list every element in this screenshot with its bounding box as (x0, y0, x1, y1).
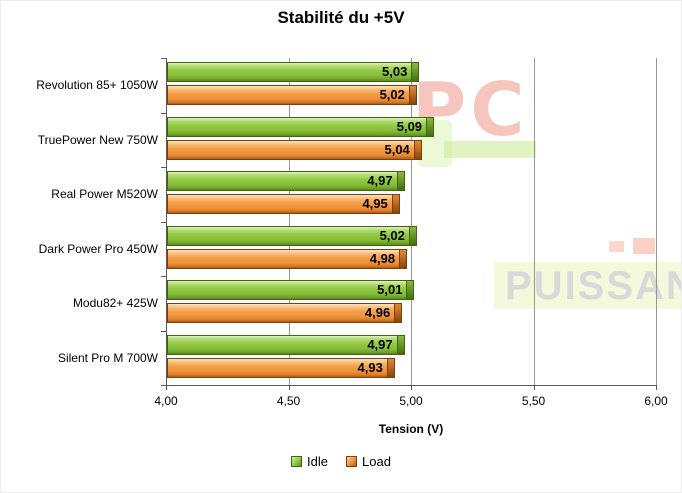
gridline (288, 58, 290, 385)
x-tick-label: 4,50 (276, 394, 301, 408)
bar-idle: 4,97 (167, 334, 405, 355)
chart-title: Stabilité du +5V (277, 8, 405, 27)
value-label: 5,03 (382, 64, 408, 79)
plot-area: Revolution 85+ 1050W 5,03 5,02 TruePower Ne… (36, 58, 657, 390)
category-axis-tick (161, 58, 167, 59)
category-label: Revolution 85+ 1050W (36, 78, 158, 93)
legend-swatch-idle-icon (291, 456, 303, 467)
bar-row: Modu82+ 425W 5,01 4,96 (73, 276, 657, 331)
value-label: 4,98 (369, 250, 396, 266)
bar-load: 4,96 (167, 303, 403, 323)
gridline (533, 58, 535, 385)
category-axis-tick (161, 112, 167, 114)
value-label: 4,93 (357, 359, 383, 375)
category-label: TruePower New 750W (37, 132, 158, 147)
bar-row: Dark Power Pro 450W 5,02 4,98 (39, 222, 657, 277)
category-axis-tick (161, 167, 167, 168)
legend-item-idle: Idle (291, 454, 328, 469)
bar-idle: 4,97 (167, 171, 405, 191)
value-label: 4,96 (364, 305, 391, 320)
x-axis-tick (533, 386, 535, 390)
x-tick-label: 5,50 (521, 394, 546, 408)
gridline (411, 58, 412, 385)
legend-label: Idle (307, 454, 329, 469)
value-label: 5,02 (379, 227, 405, 243)
x-axis: 4,00 4,50 5,00 5,50 6,00 (154, 394, 667, 410)
category-axis-tick (161, 276, 167, 277)
category-label: Modu82+ 425W (72, 296, 158, 311)
category-axis-tick (161, 330, 167, 332)
bar-row: TruePower New 750W 5,09 5,04 (38, 113, 657, 168)
value-label: 4,95 (362, 196, 388, 211)
bar-load: 4,95 (167, 194, 400, 214)
bar-row: Silent Pro M 700W 4,97 4,93 (58, 331, 657, 386)
category-label: Dark Power Pro 450W (38, 241, 158, 256)
bar-load: 5,04 (167, 139, 422, 160)
bar-load: 4,93 (167, 357, 395, 378)
gridline (656, 58, 657, 385)
value-label: 4,97 (367, 336, 393, 352)
value-label: 4,97 (367, 173, 393, 188)
bar-idle: 5,01 (167, 280, 415, 300)
legend-swatch-load-icon (346, 456, 358, 467)
x-tick-label: 5,00 (399, 394, 423, 408)
x-axis-tick (288, 386, 290, 390)
category-label: Silent Pro M 700W (57, 350, 158, 365)
bar-idle: 5,02 (167, 225, 417, 246)
x-axis-tick (411, 386, 412, 390)
bar-load: 4,98 (167, 248, 408, 269)
watermark-green-blob (444, 141, 536, 158)
category-axis-tick (161, 385, 167, 386)
bar-load: 5,02 (167, 85, 417, 105)
x-axis-tick (166, 386, 167, 390)
category-label: Real Power M520W (51, 187, 158, 202)
watermark-pink-fragment (609, 241, 624, 252)
watermark-band (494, 262, 681, 309)
value-label: 5,09 (396, 118, 423, 134)
x-tick-label: 6,00 (644, 394, 668, 408)
bar-row: Real Power M520W 4,97 4,95 (51, 167, 657, 222)
x-axis-label: Tension (V) (378, 422, 444, 436)
category-axis-tick (161, 221, 167, 223)
x-tick-label: 4,00 (154, 394, 178, 408)
bar-idle: 5,09 (167, 116, 435, 137)
x-axis-tick (656, 386, 657, 390)
legend-item-load: Load (346, 454, 391, 469)
value-label: 5,04 (384, 141, 410, 157)
value-label: 5,01 (377, 282, 403, 297)
legend-label: Load (362, 454, 391, 469)
bar-row: Revolution 85+ 1050W 5,03 5,02 (36, 58, 657, 113)
bar-rows: Revolution 85+ 1050W 5,03 5,02 TruePower Ne… (36, 58, 657, 386)
value-label: 5,02 (379, 87, 405, 102)
watermark-pink-fragment (633, 238, 655, 254)
bar-idle: 5,03 (167, 62, 420, 82)
legend: Idle Load (1, 454, 681, 469)
